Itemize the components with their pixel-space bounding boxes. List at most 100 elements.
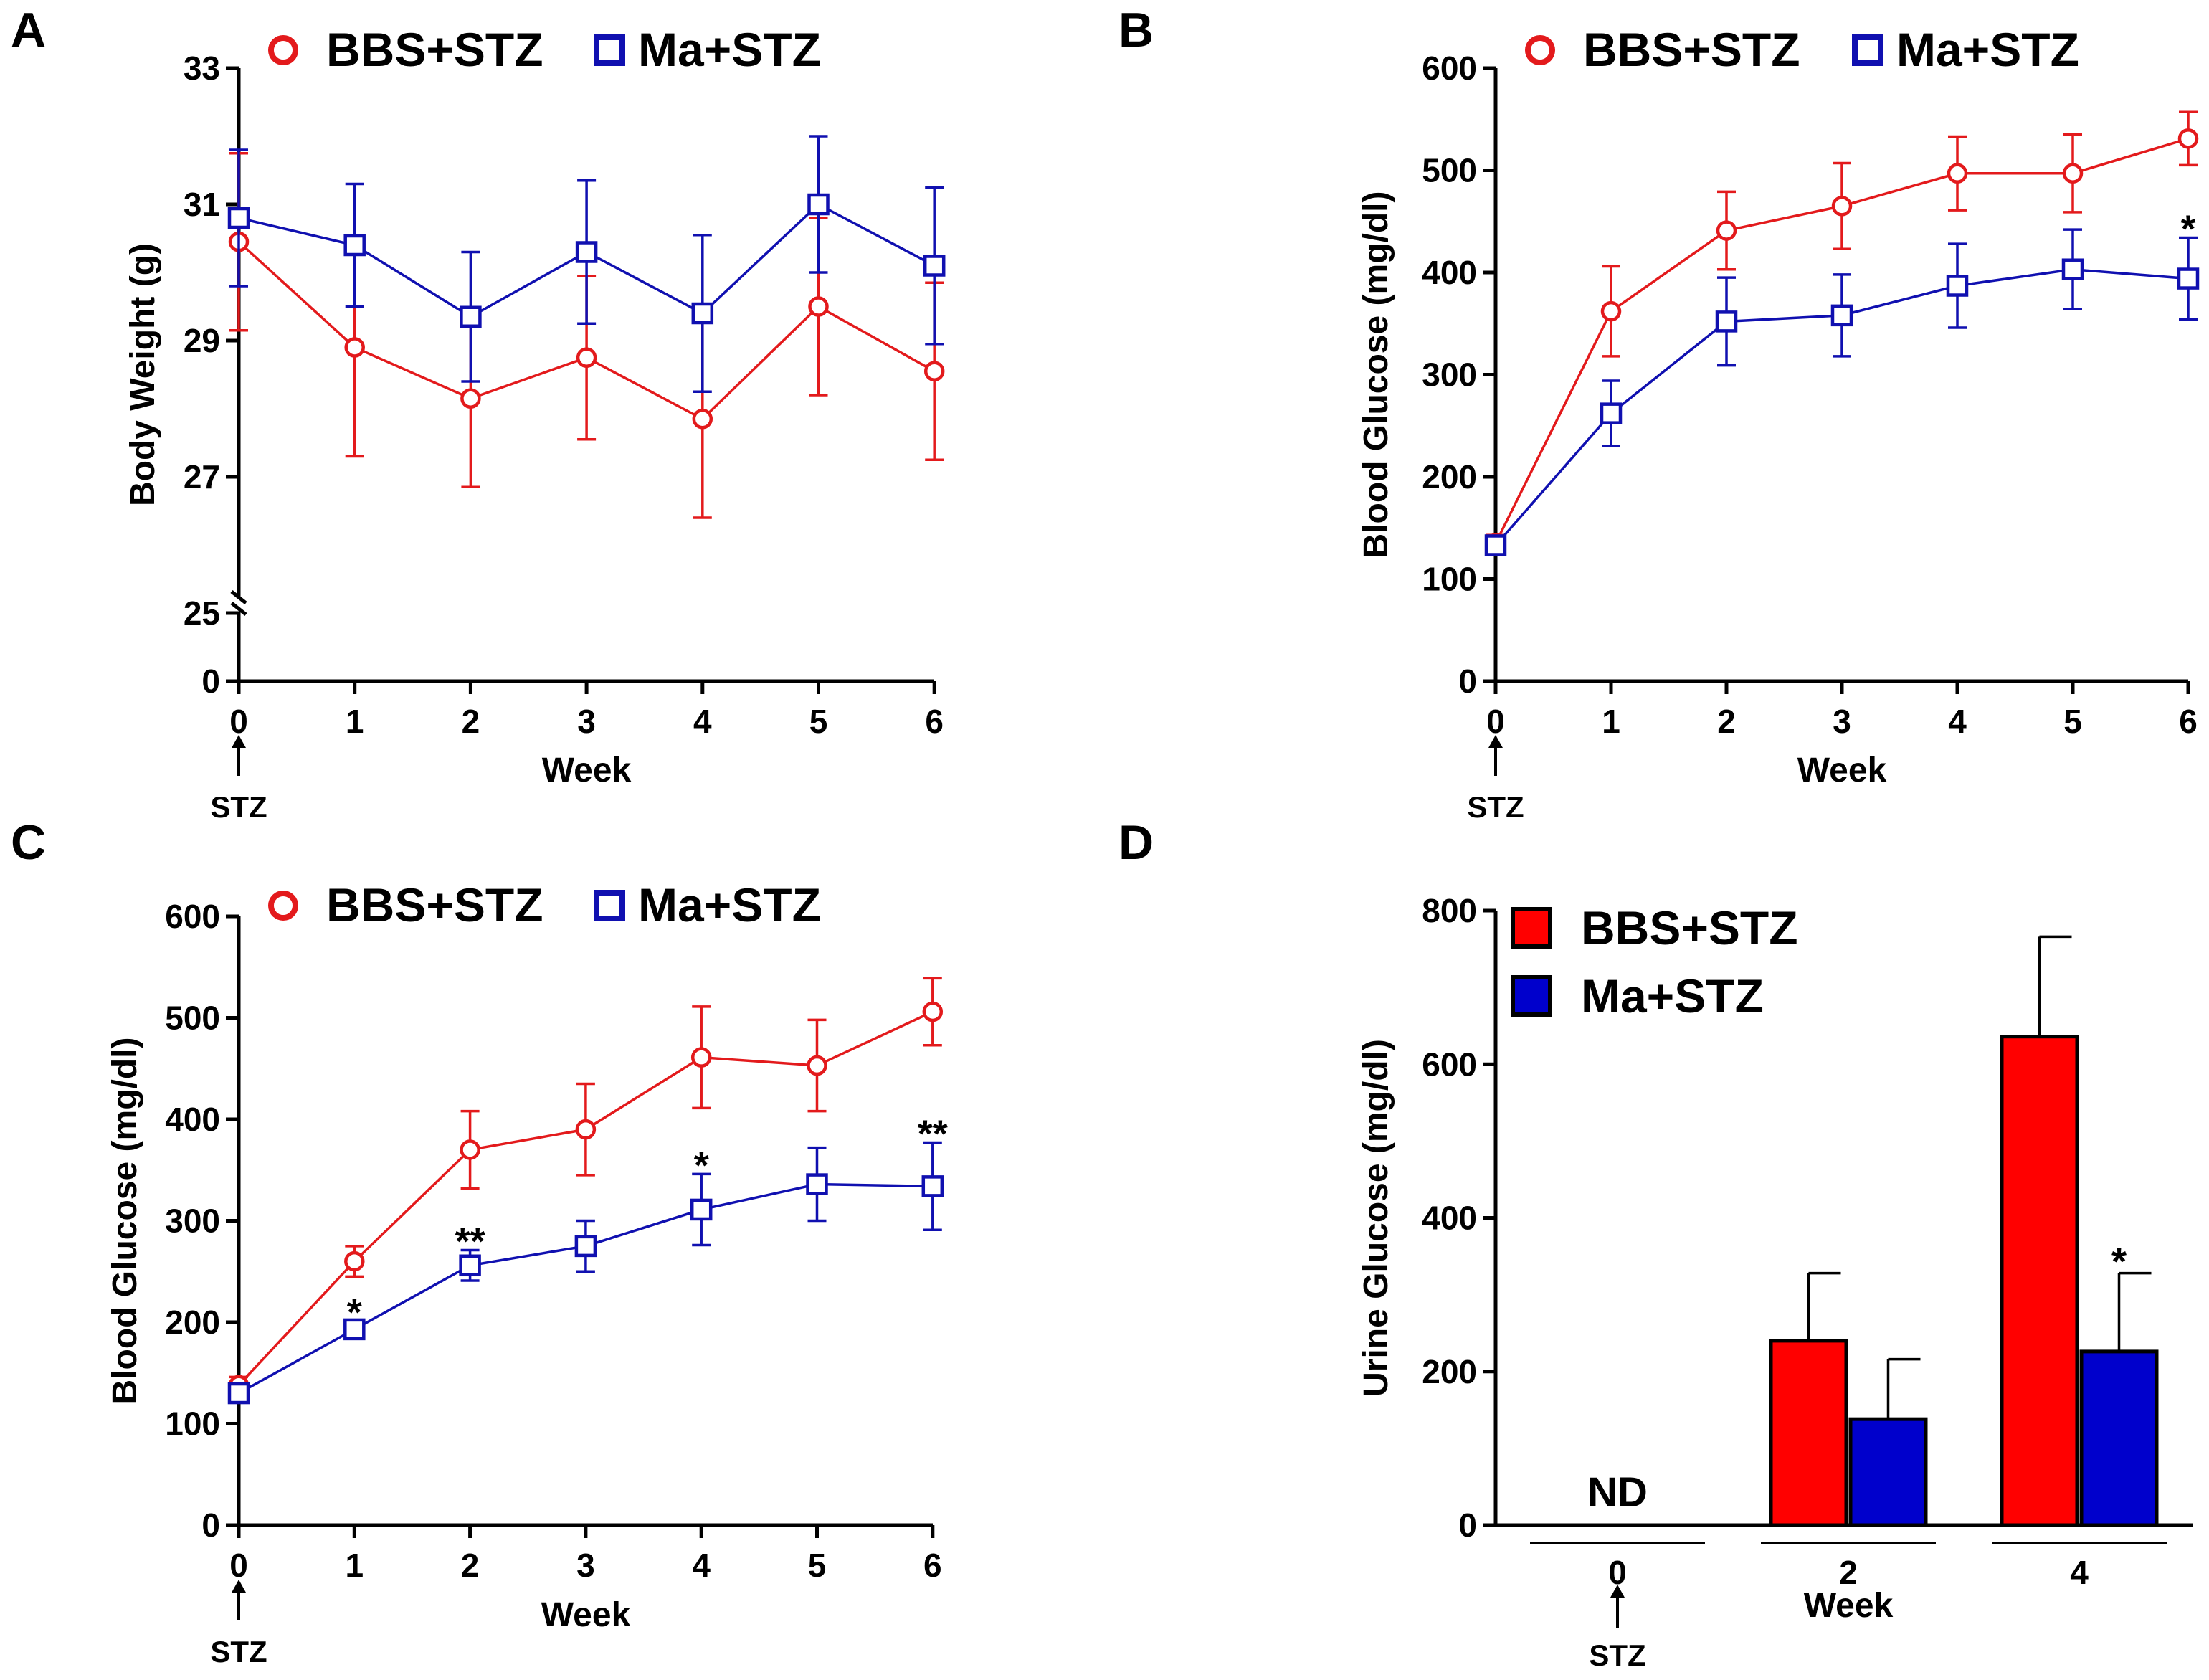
- x-tick-label: 5: [809, 703, 828, 740]
- y-axis-title: Urine Glucose (mg/dl): [1357, 1039, 1395, 1397]
- x-tick-label: 2: [1717, 703, 1736, 740]
- series-bbs-stz: [1485, 110, 2199, 554]
- series-ma-stz: [227, 135, 946, 393]
- legend-circle-icon: [1525, 35, 1555, 65]
- y-tick-label: 100: [1422, 561, 1477, 598]
- bar: [2079, 1349, 2159, 1527]
- legend-label: BBS+STZ: [326, 878, 543, 931]
- y-tick-label: 0: [201, 663, 220, 700]
- x-tick-label: 5: [2063, 703, 2082, 740]
- x-tick-label: 4: [693, 703, 712, 740]
- data-point-circle: [344, 1250, 365, 1272]
- data-point-circle: [460, 1139, 480, 1160]
- x-tick-label: 4: [1948, 703, 1967, 740]
- x-axis-title: Week: [1804, 1587, 1894, 1625]
- stz-label: STZ: [210, 1635, 267, 1669]
- y-tick-label: 25: [184, 594, 220, 632]
- data-point-square: [1946, 275, 1969, 297]
- x-tick-label: 6: [925, 703, 944, 740]
- y-tick-label: 400: [1422, 254, 1477, 291]
- significance-star: *: [2180, 208, 2195, 251]
- y-tick-label: 27: [184, 458, 220, 495]
- axis-break-mark: [230, 602, 247, 616]
- data-point-circle: [1716, 220, 1737, 241]
- data-point-square: [1484, 534, 1507, 556]
- legend-circle-icon: [268, 35, 298, 65]
- panel-letter: D: [1118, 815, 1154, 870]
- significance-star: *: [347, 1291, 362, 1334]
- y-tick-label: 200: [165, 1304, 220, 1341]
- panel-a: A 0 25 27 29 31 33 0 1 2 3 4 5 6 Body Weight (g) Week ST…: [11, 3, 946, 824]
- significance-star: **: [455, 1220, 485, 1263]
- data-point-square: [2061, 258, 2084, 280]
- data-point-square: [807, 193, 830, 216]
- significance-star: *: [694, 1144, 709, 1187]
- x-tick-label: 0: [1486, 703, 1505, 740]
- x-tick-label: 0: [229, 1547, 248, 1584]
- data-point-square: [227, 207, 250, 229]
- y-tick-label: 500: [1422, 152, 1477, 189]
- x-tick-label: 2: [462, 703, 480, 740]
- axis-break-mark: [230, 590, 247, 604]
- data-point-circle: [460, 388, 481, 409]
- x-tick-label: 6: [2179, 703, 2198, 740]
- y-tick-label: 31: [184, 186, 220, 223]
- series-ma-stz: [1484, 228, 2200, 556]
- panel-c: C 0 100 200 300 400 500 600 0 1 2 3 4 5 6 Blood Glucose…: [11, 815, 948, 1669]
- data-point-square: [691, 302, 714, 325]
- x-tick-label: 1: [346, 703, 364, 740]
- x-tick-label: 1: [1602, 703, 1620, 740]
- data-point-circle: [923, 361, 945, 381]
- x-axis-title: Week: [542, 751, 632, 789]
- y-axis-title: Blood Glucose (mg/dl): [106, 1038, 144, 1405]
- x-tick-label: 3: [577, 703, 596, 740]
- data-point-circle: [922, 1001, 944, 1022]
- data-point-square: [923, 255, 946, 277]
- legend-label: BBS+STZ: [1583, 23, 1800, 76]
- data-point-square: [921, 1175, 944, 1197]
- data-point-square: [343, 234, 366, 257]
- x-tick-label: 3: [576, 1547, 595, 1584]
- significance-star: **: [918, 1113, 948, 1156]
- data-point-square: [459, 1254, 481, 1277]
- stz-arrow-head: [1610, 1585, 1625, 1598]
- x-tick-label: 6: [923, 1547, 942, 1584]
- y-tick-label: 400: [165, 1101, 220, 1138]
- series-bbs-stz: [228, 977, 944, 1395]
- legend-swatch: [1511, 907, 1552, 949]
- x-category-label: 2: [1839, 1554, 1858, 1591]
- bar: [2000, 1035, 2079, 1527]
- stz-label: STZ: [210, 790, 267, 824]
- legend-square-icon: [594, 890, 625, 921]
- data-point-circle: [690, 1047, 712, 1068]
- data-point-circle: [807, 1055, 827, 1076]
- data-point-square: [460, 305, 482, 328]
- stz-label: STZ: [1589, 1638, 1645, 1672]
- x-tick-label: 2: [461, 1547, 480, 1584]
- panel-letter: C: [11, 815, 46, 870]
- y-axis-title: Blood Glucose (mg/dl): [1357, 191, 1395, 559]
- data-point-circle: [2062, 163, 2084, 184]
- y-tick-label: 600: [165, 898, 220, 935]
- x-category-label: 4: [2070, 1554, 2089, 1591]
- data-point-circle: [808, 296, 829, 317]
- legend-label: BBS+STZ: [326, 23, 543, 76]
- y-axis-title: Body Weight (g): [124, 243, 162, 506]
- y-tick-label: 400: [1422, 1200, 1477, 1237]
- stz-arrow-head: [232, 735, 246, 748]
- bar: [1848, 1417, 1928, 1527]
- data-point-square: [690, 1198, 713, 1221]
- data-point-square: [1600, 402, 1623, 424]
- series-line: [238, 1182, 933, 1395]
- data-point-circle: [1947, 163, 1968, 184]
- x-axis-title: Week: [541, 1596, 631, 1634]
- data-point-circle: [344, 337, 365, 358]
- series-ma-stz: [227, 1141, 944, 1405]
- data-point-square: [574, 1235, 597, 1258]
- y-tick-label: 500: [165, 1000, 220, 1037]
- y-tick-label: 600: [1422, 49, 1477, 87]
- data-point-square: [575, 241, 598, 263]
- data-point-square: [806, 1173, 828, 1195]
